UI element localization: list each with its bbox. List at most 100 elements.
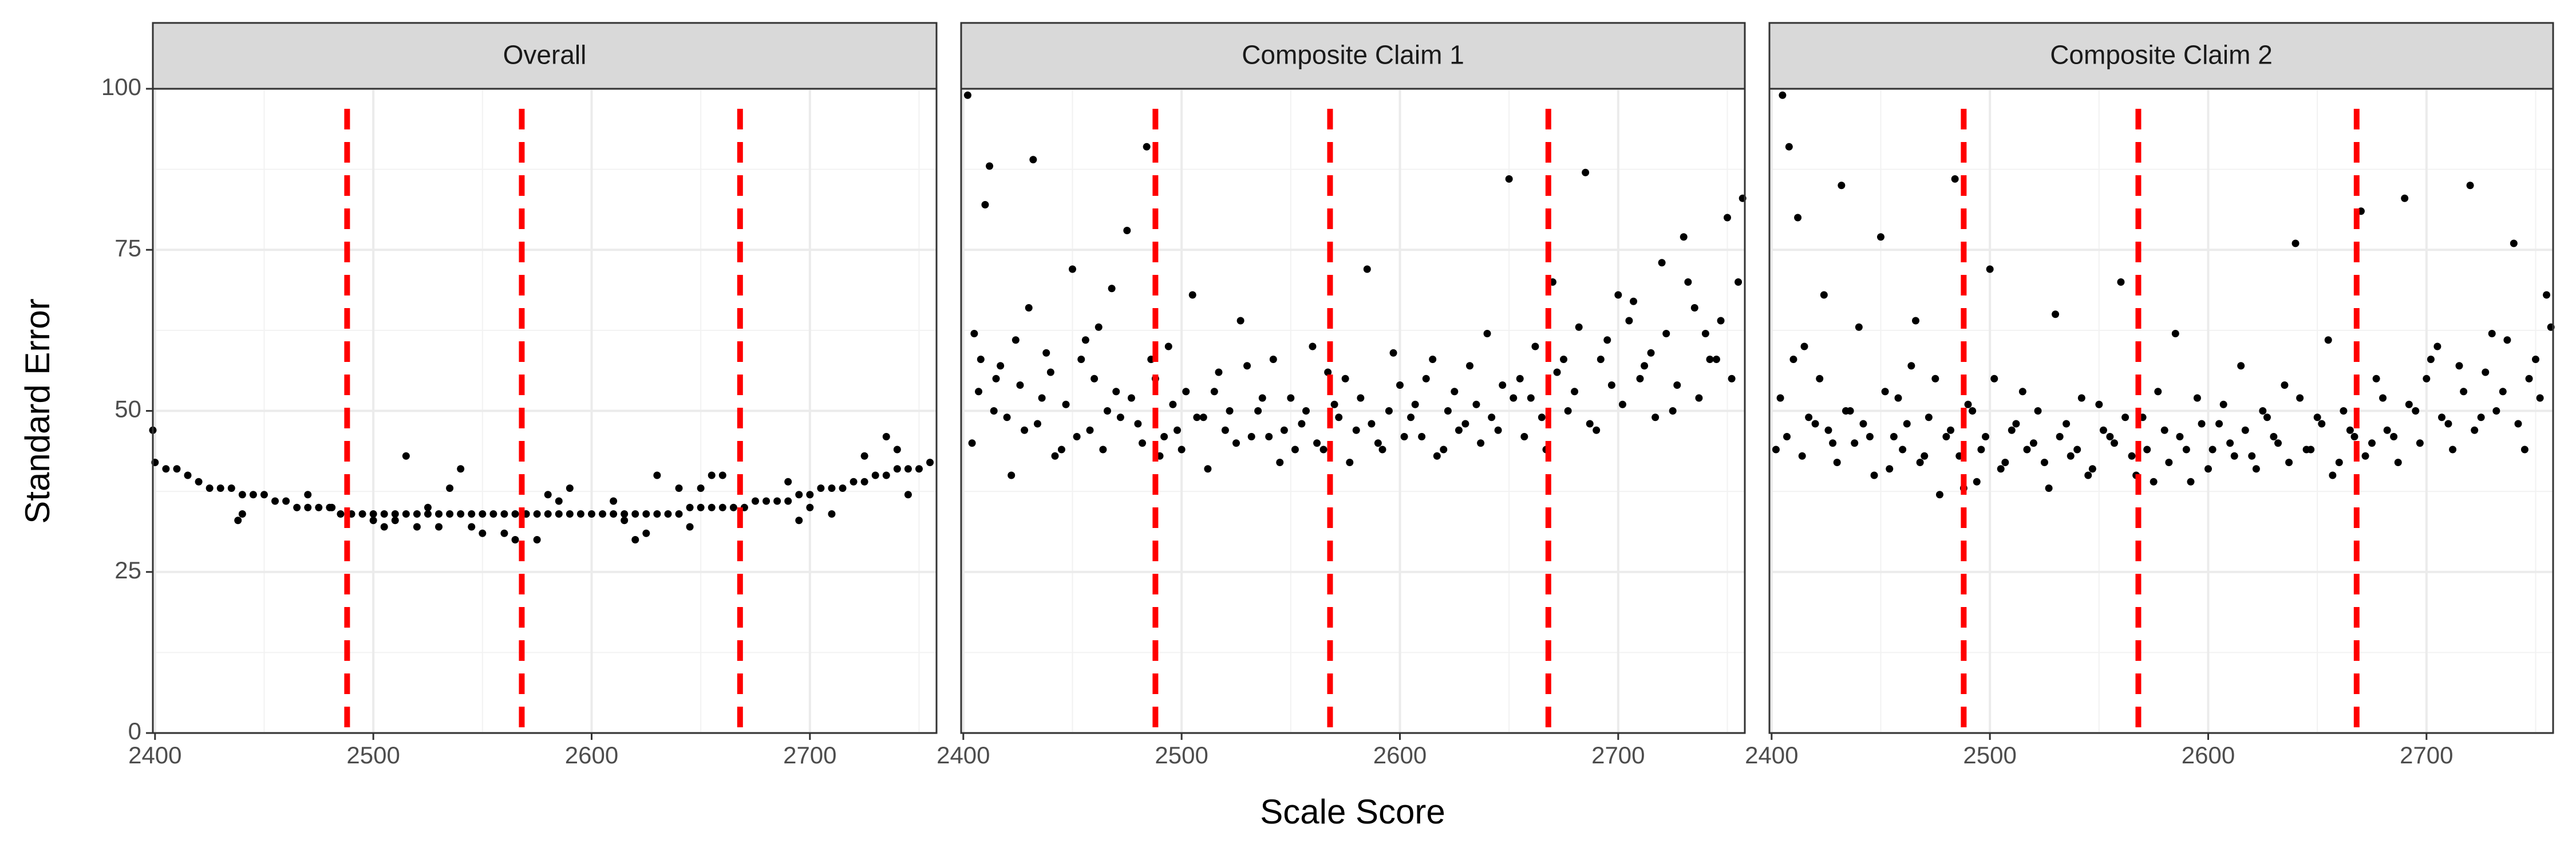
strip-text: Overall (503, 40, 587, 70)
point (1127, 394, 1135, 402)
point (238, 491, 246, 499)
point (2482, 368, 2490, 376)
point (2379, 394, 2387, 402)
y-tick-label: 75 (114, 234, 141, 261)
point (2390, 433, 2398, 440)
point (446, 484, 454, 492)
point (1108, 285, 1116, 293)
point (293, 503, 301, 511)
point (981, 201, 989, 208)
point (1033, 420, 1041, 428)
point (555, 510, 563, 518)
point (1824, 426, 1832, 434)
point (2077, 394, 2085, 402)
point (1630, 297, 1638, 305)
point (2423, 375, 2431, 383)
point (1652, 413, 1660, 421)
strip (960, 22, 1746, 90)
point (1505, 175, 1513, 183)
y-tick-label: 100 (101, 73, 141, 100)
point (2219, 400, 2227, 408)
point (2052, 310, 2060, 318)
point (1199, 413, 1207, 421)
point (2204, 465, 2212, 473)
point (435, 523, 443, 531)
point (1164, 342, 1172, 350)
point (1389, 349, 1397, 357)
point (1925, 413, 1933, 421)
point (315, 503, 323, 511)
point (1029, 156, 1037, 164)
point (369, 517, 377, 525)
point (1669, 407, 1677, 415)
point (424, 503, 432, 511)
point (2335, 459, 2343, 466)
point (882, 471, 890, 479)
point (337, 510, 345, 518)
strip (152, 22, 938, 90)
point (1488, 413, 1496, 421)
point (1051, 452, 1059, 460)
point (260, 491, 268, 499)
point (1899, 446, 1907, 454)
point (2128, 452, 2136, 460)
point (1422, 375, 1430, 383)
point (1204, 465, 1212, 473)
point (904, 465, 912, 473)
point (566, 484, 574, 492)
point (2106, 433, 2114, 440)
point (1820, 291, 1828, 299)
point (1636, 375, 1644, 383)
point (2143, 446, 2151, 454)
point (963, 91, 971, 99)
point (358, 510, 366, 518)
point (1068, 265, 1076, 273)
point (238, 510, 246, 518)
point (1411, 400, 1419, 408)
point (2350, 433, 2358, 440)
point (2045, 484, 2053, 492)
point (2477, 413, 2485, 421)
point (1772, 446, 1780, 454)
y-axis-title: Standard Error (18, 298, 57, 524)
point (227, 484, 235, 492)
point (446, 510, 454, 518)
point (2438, 413, 2446, 421)
x-tick-label: 2500 (1155, 742, 1208, 769)
point (1429, 356, 1437, 363)
point (500, 529, 508, 537)
point (1243, 362, 1251, 370)
x-tick-label: 2400 (937, 742, 990, 769)
point (784, 497, 792, 505)
point (806, 503, 814, 511)
point (380, 523, 388, 531)
point (795, 491, 803, 499)
point (369, 510, 377, 518)
point (2307, 446, 2315, 454)
point (1575, 323, 1583, 331)
point (1291, 446, 1299, 454)
point (2160, 426, 2168, 434)
point (1789, 356, 1797, 363)
point (1876, 233, 1884, 241)
point (2111, 439, 2119, 447)
x-tick-label: 2700 (783, 742, 836, 769)
point (511, 536, 519, 543)
point (2488, 330, 2496, 337)
point (2433, 342, 2441, 350)
point (479, 529, 487, 537)
point (610, 510, 618, 518)
point (2252, 465, 2260, 473)
point (2394, 459, 2402, 466)
point (1894, 394, 1902, 402)
point (1396, 381, 1404, 389)
point (234, 517, 242, 525)
point (1785, 143, 1793, 151)
point (1221, 426, 1229, 434)
point (457, 465, 465, 473)
point (1586, 420, 1594, 428)
point (610, 497, 618, 505)
point (1081, 336, 1089, 344)
point (1247, 433, 1255, 440)
point (1717, 317, 1725, 325)
